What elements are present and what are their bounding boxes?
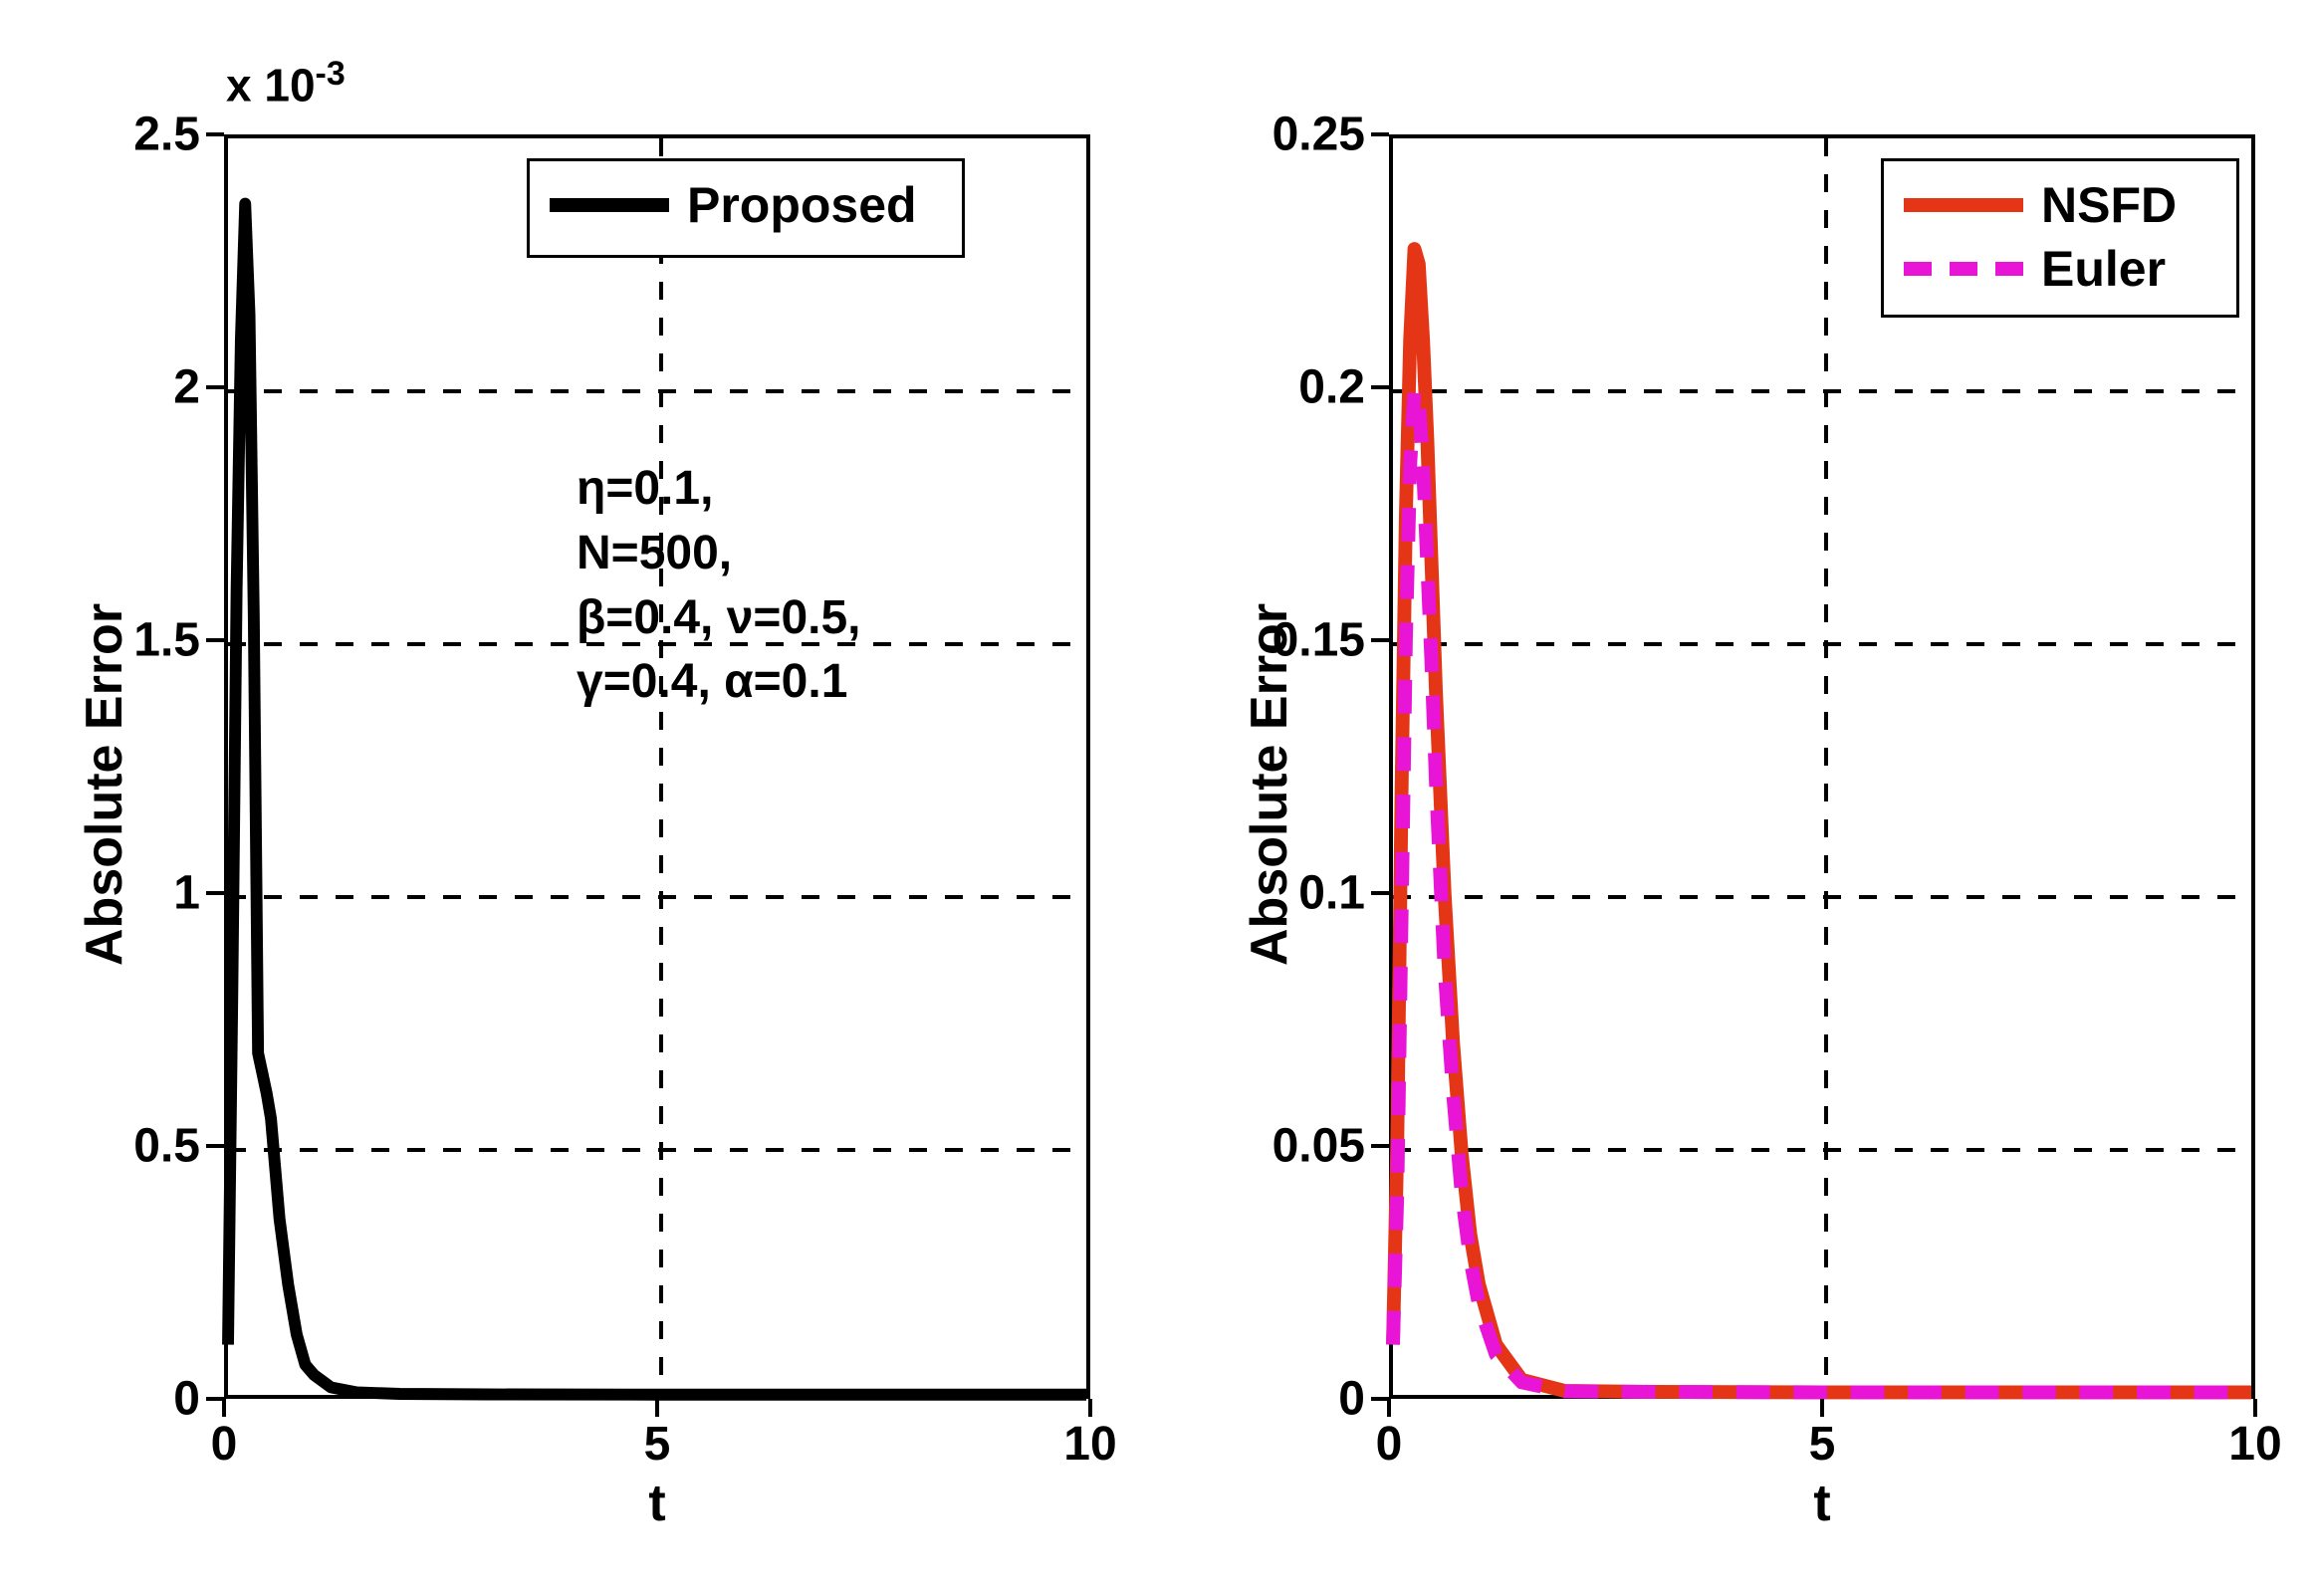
legend-swatch [1904,262,2023,276]
ytick-label: 0.2 [1298,360,1365,415]
ytick-label: 0.5 [133,1119,200,1174]
xtick-mark [1088,1399,1092,1417]
plot-area-right: NSFD Euler [1389,134,2255,1399]
ylabel: Absolute Error [75,603,134,966]
annotation-params: η=0.1, N=500, β=0.4, ν=0.5, γ=0.4, α=0.1 [577,457,861,715]
plot-area-left: Proposed η=0.1, N=500, β=0.4, ν=0.5, γ=0.… [224,134,1090,1399]
ytick-mark [206,1397,224,1401]
ytick-mark [206,385,224,389]
xtick-label: 10 [1063,1417,1116,1472]
ytick-label: 0.05 [1272,1119,1365,1174]
legend-label: Proposed [687,176,917,234]
series-nsfd [1393,249,2251,1392]
xtick-label: 0 [211,1417,238,1472]
series-svg-left [228,138,1086,1395]
ytick-label: 1 [173,866,200,921]
figure: Proposed η=0.1, N=500, β=0.4, ν=0.5, γ=0.… [0,0,2312,1596]
ytick-mark [206,891,224,895]
legend-right: NSFD Euler [1881,158,2239,318]
ytick-label: 2.5 [133,108,200,162]
ytick-mark [206,638,224,642]
ytick-mark [1371,638,1389,642]
series-svg-right [1393,138,2251,1395]
ytick-label: 1.5 [133,613,200,668]
y-exponent: x 10-3 [226,55,346,112]
xtick-mark [222,1399,226,1417]
ytick-mark [1371,1397,1389,1401]
xtick-mark [1387,1399,1391,1417]
ytick-label: 0.25 [1272,108,1365,162]
ytick-mark [1371,891,1389,895]
ytick-mark [1371,132,1389,136]
ytick-mark [206,132,224,136]
xlabel: t [1813,1474,1830,1533]
ytick-label: 2 [173,360,200,415]
legend-swatch [550,198,669,212]
xtick-label: 10 [2228,1417,2281,1472]
ytick-label: 0.1 [1298,866,1365,921]
xtick-mark [2253,1399,2257,1417]
legend-row: Euler [1904,237,2216,301]
xtick-label: 0 [1376,1417,1403,1472]
legend-row: NSFD [1904,173,2216,237]
xlabel: t [648,1474,665,1533]
ytick-label: 0 [173,1372,200,1427]
ytick-mark [206,1144,224,1148]
legend-left: Proposed [527,158,965,258]
ytick-mark [1371,385,1389,389]
legend-row: Proposed [550,173,942,237]
legend-label: Euler [2041,240,2166,298]
ylabel: Absolute Error [1240,603,1299,966]
xtick-mark [1820,1399,1824,1417]
xtick-label: 5 [644,1417,671,1472]
legend-label: NSFD [2041,176,2177,234]
legend-swatch [1904,198,2023,212]
ytick-mark [1371,1144,1389,1148]
series-proposed [228,204,1086,1395]
xtick-mark [655,1399,659,1417]
xtick-label: 5 [1809,1417,1836,1472]
series-euler [1393,389,2251,1392]
ytick-label: 0 [1338,1372,1365,1427]
